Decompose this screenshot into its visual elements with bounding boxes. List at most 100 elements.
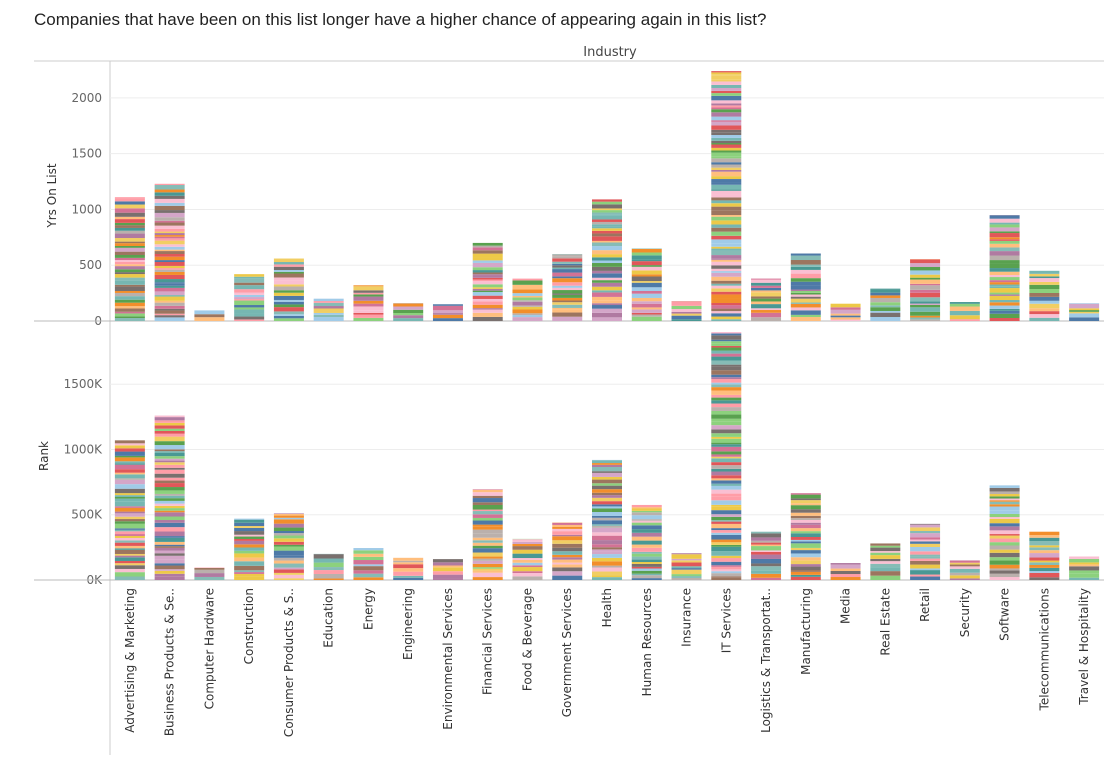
bar-segment: [154, 268, 185, 270]
bar-segment: [790, 266, 821, 270]
bar-segment: [114, 498, 145, 502]
bar-segment: [472, 281, 503, 285]
bar-segment: [154, 555, 185, 560]
bar-segment: [989, 313, 1020, 318]
bar-segment: [313, 558, 344, 563]
bar-segment: [631, 274, 662, 277]
bar-segment: [234, 278, 265, 283]
bar-segment: [154, 302, 185, 306]
bar-segment: [512, 300, 543, 302]
bar-segment: [631, 297, 662, 302]
bar-segment: [751, 290, 782, 293]
bar-segment: [114, 445, 145, 449]
bar-segment: [552, 263, 583, 266]
bar-segment: [910, 279, 941, 284]
bar-segment: [592, 300, 622, 304]
bar-segment: [1029, 557, 1060, 561]
bar-segment: [989, 570, 1020, 574]
bar-segment: [790, 285, 821, 290]
bar-segment: [273, 262, 304, 265]
bar-segment: [552, 543, 583, 548]
bar-segment: [273, 550, 304, 556]
bar-segment: [552, 312, 583, 317]
bar-segment: [711, 382, 742, 385]
bar-segment: [592, 204, 622, 209]
bar-segment: [631, 287, 662, 291]
bar-segment: [989, 215, 1020, 219]
bar-segment: [711, 462, 742, 466]
bar-segment: [114, 478, 145, 480]
bar-segment: [910, 315, 941, 318]
bar-segment: [949, 319, 980, 321]
bar-segment: [114, 472, 145, 475]
bar-segment: [154, 256, 185, 261]
bar-segment: [1029, 531, 1060, 536]
bar-segment: [512, 567, 543, 572]
bar-segment: [154, 308, 185, 311]
bar-segment: [711, 566, 742, 570]
bar-segment: [353, 306, 384, 311]
bar-segment: [790, 253, 821, 256]
bar-segment: [1029, 571, 1060, 573]
bar-segment: [711, 129, 742, 133]
bar-segment: [552, 302, 583, 305]
bar-segment: [234, 313, 265, 317]
bar-segment: [711, 500, 742, 505]
bar-segment: [870, 295, 901, 298]
bar-segment: [512, 317, 543, 321]
bar-segment: [711, 364, 742, 367]
bar-segment: [711, 514, 742, 517]
bar-segment: [751, 537, 782, 541]
bar-segment: [751, 550, 782, 552]
bar-retail: [910, 259, 941, 321]
bar-segment: [592, 571, 622, 576]
bar-segment: [790, 500, 821, 504]
y-tick-label: 2000: [71, 91, 102, 105]
bar-segment: [910, 564, 941, 569]
bar-segment: [592, 273, 622, 278]
bar-segment: [592, 497, 622, 502]
bar-segment: [711, 179, 742, 183]
bar-segment: [114, 457, 145, 462]
bar-segment: [711, 421, 742, 426]
bar-segment: [711, 520, 742, 522]
bar-segment: [234, 547, 265, 551]
bar-segment: [273, 555, 304, 558]
bar-segment: [790, 310, 821, 315]
bar-segment: [790, 550, 821, 554]
bar-segment: [790, 289, 821, 291]
bar-segment: [552, 559, 583, 563]
bar-segment: [711, 194, 742, 198]
bar-segment: [989, 237, 1020, 240]
bar-segment: [114, 233, 145, 239]
bar-segment: [273, 273, 304, 278]
bar-segment: [393, 306, 424, 310]
bar-segment: [790, 531, 821, 534]
bar-segment: [273, 270, 304, 272]
bar-segment: [154, 274, 185, 280]
bar-segment: [512, 541, 543, 544]
bar-segment: [154, 495, 185, 499]
bar-segment: [711, 377, 742, 380]
bar-segment: [353, 286, 384, 291]
bar-segment: [114, 463, 145, 465]
bar-segment: [114, 198, 145, 202]
bar-segment: [949, 566, 980, 569]
bar-segment: [790, 560, 821, 565]
bar-segment: [273, 277, 304, 281]
bar-segment: [114, 313, 145, 317]
bar-segment: [989, 504, 1020, 507]
bar-segment: [989, 251, 1020, 256]
bar-segment: [949, 302, 980, 304]
bar-segment: [154, 503, 185, 506]
bar-segment: [592, 467, 622, 472]
bar-segment: [989, 542, 1020, 546]
bar-segment: [273, 557, 304, 561]
bar-segment: [154, 251, 185, 254]
bar-segment: [234, 297, 265, 300]
bar-segment: [234, 538, 265, 541]
bar-segment: [989, 538, 1020, 543]
bar-segment: [393, 315, 424, 319]
bar-segment: [273, 311, 304, 315]
bar-segment: [114, 247, 145, 252]
